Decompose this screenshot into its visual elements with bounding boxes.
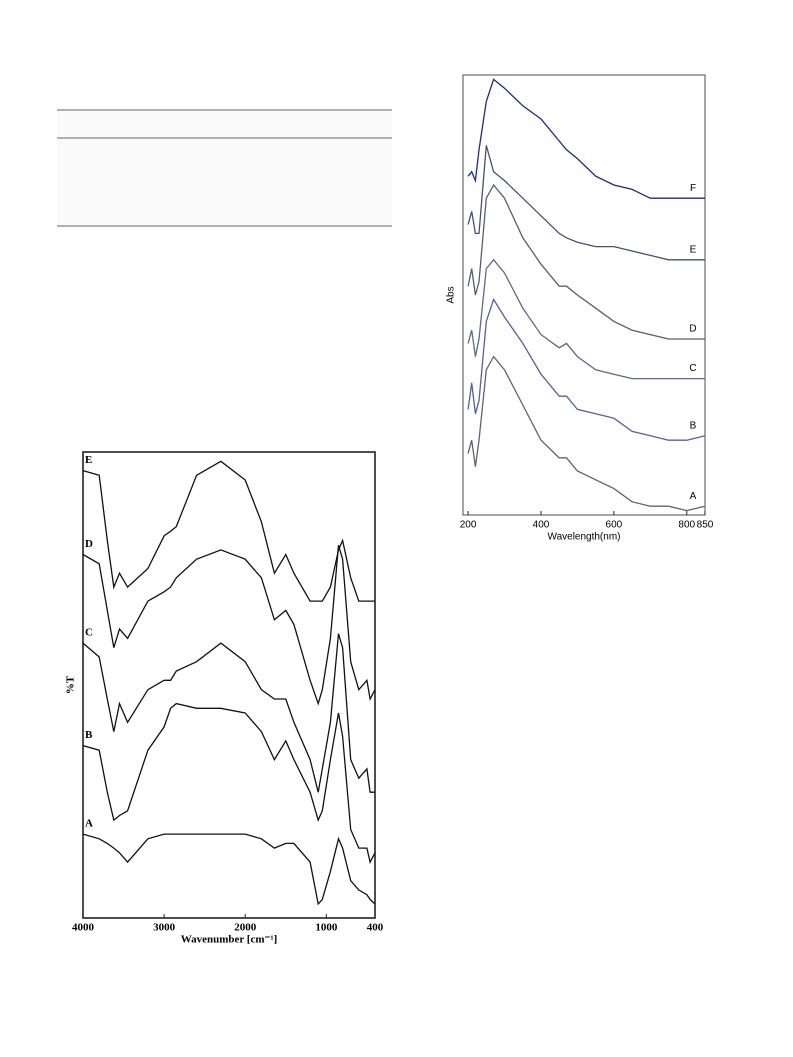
curve-label: B <box>85 729 93 741</box>
curve-label: C <box>85 627 93 639</box>
x-tick-label: 3000 <box>153 922 176 934</box>
y-axis-label: %T <box>65 675 77 694</box>
uv-chart: 200 400 600 800 850 Wavelength(nm) Abs F E D C B A <box>446 74 714 543</box>
curve-label: A <box>690 491 697 502</box>
curve-label: A <box>85 818 93 830</box>
x-axis-label: Wavelength(nm) <box>548 532 621 543</box>
x-tick-label: 400 <box>367 922 384 934</box>
curve-label: C <box>689 363 696 374</box>
spectrum-line <box>467 145 705 261</box>
x-tick-label: 400 <box>533 520 550 531</box>
x-tick-label: 850 <box>697 520 714 531</box>
x-tick-label: 200 <box>460 520 477 531</box>
plot-frame <box>462 74 706 516</box>
curve-label: E <box>85 454 92 466</box>
x-tick-label: 2000 <box>234 922 257 934</box>
curve-label: E <box>690 244 697 255</box>
x-axis-label: Wavenumber [cm⁻¹] <box>181 934 278 946</box>
curve-label: B <box>690 420 697 431</box>
spectrum-line <box>467 258 705 380</box>
x-tick-label: 1000 <box>315 922 338 934</box>
ir-chart: 4000 3000 2000 1000 400 Wavenumber [cm⁻¹] %T E D… <box>65 451 384 946</box>
spectrum-line <box>82 833 376 906</box>
spectrum-line <box>82 633 375 793</box>
spectrum-line <box>467 297 706 441</box>
plot-frame <box>82 451 376 919</box>
x-tick-label: 600 <box>606 520 623 531</box>
spectrum-line <box>467 355 706 512</box>
table-placeholder <box>57 110 392 226</box>
spectrum-line <box>82 545 376 706</box>
curve-label: F <box>690 183 696 194</box>
spectrum-line <box>82 460 375 602</box>
spectrum-line <box>82 702 376 864</box>
x-tick-label: 4000 <box>72 922 95 934</box>
curve-label: D <box>689 324 696 335</box>
spectrum-line <box>467 78 705 199</box>
curve-label: D <box>85 538 93 550</box>
x-tick-label: 800 <box>678 520 695 531</box>
y-axis-label: Abs <box>446 286 457 303</box>
spectrum-line <box>467 183 705 340</box>
